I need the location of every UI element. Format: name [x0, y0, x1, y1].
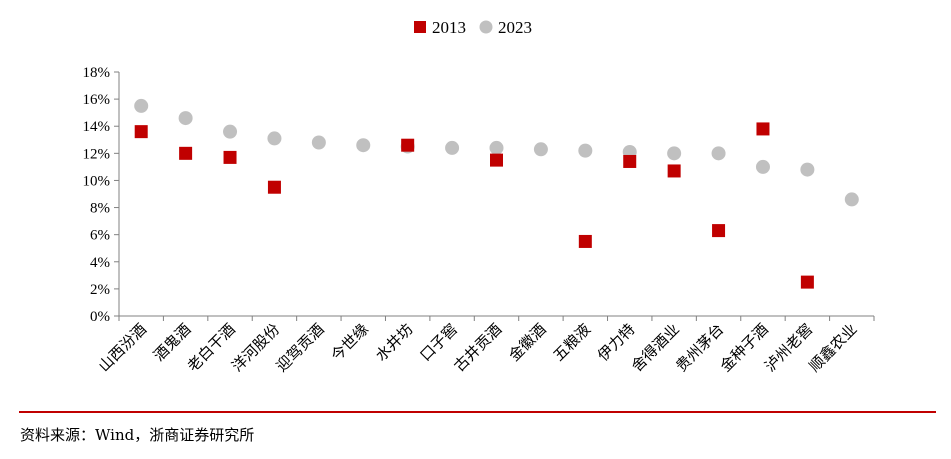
point-2023	[178, 111, 193, 126]
x-category-label: 五粮液	[550, 320, 595, 365]
point-2023	[223, 124, 238, 139]
point-2013	[267, 180, 281, 194]
legend: 2013 2023	[414, 18, 532, 37]
point-2023	[267, 131, 282, 146]
x-category-label: 贵州茅台	[672, 320, 727, 375]
x-category-label: 山西汾酒	[95, 320, 150, 375]
y-tick-label: 2%	[90, 282, 110, 298]
y-tick-label: 18%	[83, 65, 111, 81]
point-2023	[134, 98, 149, 113]
point-2023	[489, 140, 504, 155]
y-tick-label: 0%	[90, 309, 110, 325]
y-tick-label: 4%	[90, 255, 110, 271]
y-tick-label: 14%	[83, 119, 111, 135]
x-category-label: 古井贡酒	[450, 320, 505, 375]
x-category-label: 金种子酒	[717, 320, 772, 375]
point-2023	[578, 143, 593, 158]
point-2023	[844, 192, 859, 207]
point-2023	[533, 142, 548, 157]
x-category-label: 老白干酒	[184, 320, 239, 375]
point-2023	[755, 159, 770, 174]
y-tick-label: 12%	[83, 146, 111, 162]
point-2013	[490, 153, 503, 167]
point-2013	[667, 164, 681, 178]
point-2023	[800, 162, 815, 177]
point-2023	[311, 135, 326, 150]
legend-marker-2013	[414, 21, 426, 33]
x-category-label: 泸州老窖	[761, 320, 816, 375]
point-2013	[179, 146, 193, 160]
x-category-label: 舍得酒业	[628, 320, 683, 375]
legend-marker-2023	[479, 20, 493, 34]
point-2013	[623, 154, 637, 168]
point-2013	[578, 234, 592, 248]
y-tick-label: 8%	[90, 201, 110, 217]
point-2023	[711, 146, 726, 161]
legend-label-2013: 2013	[432, 18, 466, 37]
legend-label-2023: 2023	[498, 18, 532, 37]
x-category-label: 洋河股份	[228, 320, 283, 375]
point-2013	[401, 138, 415, 152]
point-2013	[800, 275, 814, 289]
point-2023	[445, 140, 460, 155]
y-tick-label: 6%	[90, 228, 110, 244]
source-note: 资料来源：Wind，浙商证券研究所	[20, 426, 255, 444]
y-tick-label: 16%	[83, 92, 111, 108]
footer-divider	[19, 411, 936, 413]
point-2023	[667, 146, 682, 161]
x-category-label: 水井坊	[372, 320, 417, 365]
y-tick-label: 10%	[83, 173, 111, 189]
point-2023	[356, 138, 371, 153]
scatter-chart: 2013 2023 0% 2% 4% 6% 8% 10% 12% 14% 16% 18% 山西汾酒酒…	[83, 18, 875, 375]
y-ticks: 0% 2% 4% 6% 8% 10% 12% 14% 16% 18%	[83, 65, 119, 325]
x-category-label: 金徽酒	[505, 320, 550, 365]
data-points	[134, 98, 859, 289]
x-category-label: 今世缘	[328, 320, 373, 365]
point-2013	[134, 125, 148, 139]
x-category-label: 迎驾贡酒	[273, 320, 328, 375]
point-2013	[712, 224, 726, 238]
point-2013	[223, 150, 237, 164]
point-2013	[756, 122, 770, 136]
x-category-label: 顺鑫农业	[805, 320, 860, 375]
